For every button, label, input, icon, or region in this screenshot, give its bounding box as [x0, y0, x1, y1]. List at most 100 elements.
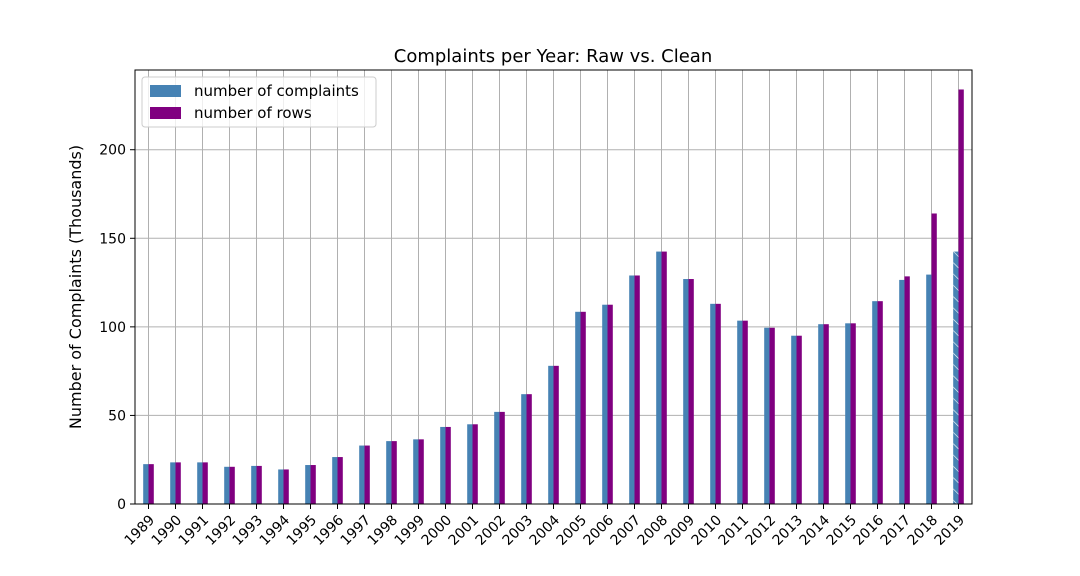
bar	[305, 465, 311, 504]
bar	[413, 439, 419, 504]
x-tick-label: 1990	[149, 512, 186, 549]
x-tick-label: 2002	[473, 512, 510, 549]
y-tick-label: 150	[99, 231, 126, 247]
bar	[548, 365, 554, 504]
bar	[661, 251, 667, 504]
bar	[467, 424, 473, 504]
legend-swatch	[150, 85, 181, 97]
x-tick-label: 1993	[230, 512, 267, 549]
bar	[607, 304, 613, 504]
x-tick-label: 2003	[500, 512, 537, 549]
legend-swatch	[150, 107, 181, 119]
bar	[764, 327, 770, 504]
x-tick-label: 1999	[392, 512, 429, 549]
bar	[229, 466, 235, 504]
bar	[386, 441, 392, 504]
x-tick-label: 2009	[662, 512, 699, 549]
bar	[823, 324, 829, 504]
x-tick-label: 2014	[797, 512, 834, 549]
y-axis-label: Number of Complaints (Thousands)	[66, 145, 85, 429]
bar	[899, 279, 905, 504]
x-tick-label: 2008	[635, 512, 672, 549]
bar	[958, 89, 964, 504]
bar	[521, 394, 527, 504]
bar	[580, 311, 586, 504]
y-tick-label: 0	[117, 497, 126, 513]
bar	[256, 465, 262, 504]
legend: number of complaints number of rows	[141, 76, 377, 128]
x-tick-label: 2015	[824, 512, 861, 549]
bar	[337, 457, 343, 504]
bar	[872, 301, 878, 504]
bar	[202, 462, 208, 504]
bar	[418, 439, 424, 504]
x-tick-label: 2000	[419, 512, 456, 549]
bar	[818, 324, 824, 504]
bar	[391, 441, 397, 504]
x-tick-label: 2004	[527, 512, 564, 549]
x-tick-label: 1991	[176, 512, 213, 549]
bar	[742, 320, 748, 504]
legend-label: number of complaints	[194, 82, 359, 100]
y-tick-label: 50	[108, 408, 126, 424]
bar	[926, 274, 932, 504]
bar	[688, 279, 694, 504]
bar	[143, 464, 149, 504]
bar	[931, 213, 937, 504]
bar	[715, 303, 721, 504]
bar	[796, 335, 802, 504]
bar	[283, 469, 289, 504]
bar	[472, 424, 478, 504]
x-tick-label: 2012	[743, 512, 780, 549]
bar	[683, 279, 689, 504]
bar	[445, 426, 451, 504]
x-tick-label: 2007	[608, 512, 645, 549]
bar	[877, 301, 883, 504]
bar	[499, 411, 505, 504]
bar	[364, 445, 370, 504]
bar	[553, 365, 559, 504]
bar	[634, 275, 640, 504]
x-tick-label: 2016	[851, 512, 888, 549]
chart-title: Complaints per Year: Raw vs. Clean	[394, 46, 712, 67]
bar	[845, 323, 851, 504]
x-tick-label: 2010	[689, 512, 726, 549]
bar	[494, 411, 500, 504]
x-tick-label: 2017	[878, 512, 915, 549]
x-tick-label: 2011	[716, 512, 753, 549]
bar	[148, 464, 154, 504]
bar	[310, 465, 316, 504]
bar	[170, 462, 176, 504]
bar	[197, 462, 203, 504]
x-tick-label: 1989	[122, 512, 159, 549]
x-tick-label: 1997	[338, 512, 375, 549]
x-tick-label: 2018	[905, 512, 942, 549]
bar	[440, 426, 446, 504]
bar	[791, 335, 797, 504]
bar	[278, 469, 284, 504]
bar	[850, 323, 856, 504]
bar	[332, 457, 338, 504]
bar	[175, 462, 181, 504]
bar	[526, 394, 532, 504]
bar	[629, 275, 635, 504]
bar	[359, 445, 365, 504]
bars	[143, 89, 964, 504]
y-tick-label: 100	[99, 320, 126, 336]
bar-hatch	[953, 251, 959, 504]
bar	[602, 304, 608, 504]
bar	[904, 276, 910, 504]
x-tick-label: 2019	[932, 512, 969, 549]
bar	[575, 311, 581, 504]
legend-box	[141, 76, 377, 128]
x-tick-label: 2013	[770, 512, 807, 549]
x-tick-label: 2005	[554, 512, 591, 549]
x-tick-label: 1994	[257, 512, 294, 549]
bar	[224, 466, 230, 504]
bar	[769, 327, 775, 504]
x-tick-label: 1995	[284, 512, 321, 549]
bar	[656, 251, 662, 504]
bar	[251, 465, 257, 504]
y-tick-label: 200	[99, 143, 126, 159]
bar	[737, 320, 743, 504]
